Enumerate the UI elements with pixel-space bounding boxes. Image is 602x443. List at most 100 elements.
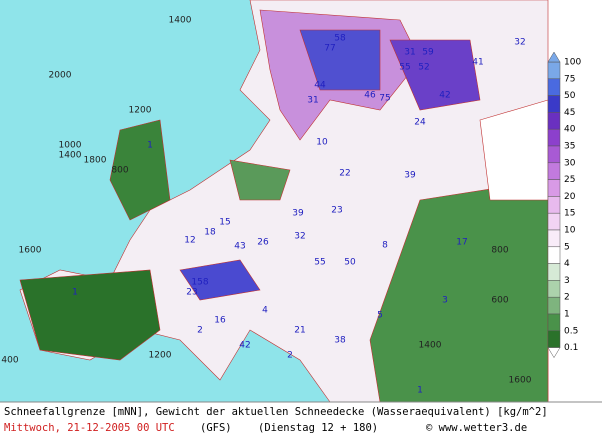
- colorbar-label: 2: [564, 293, 570, 303]
- map-label: 42: [239, 341, 250, 351]
- map-label: 77: [324, 44, 335, 54]
- colorbar-label: 30: [564, 158, 576, 168]
- map-label: 52: [418, 63, 429, 73]
- map-label: 39: [404, 171, 416, 181]
- map-label: 4: [262, 306, 268, 316]
- colorbar-arrow-top: [547, 51, 561, 63]
- colorbar-swatch: [547, 229, 561, 248]
- map-label: 44: [314, 81, 326, 91]
- map-label: 24: [414, 118, 426, 128]
- map-label: 1600: [509, 376, 532, 386]
- map-label: 75: [379, 94, 390, 104]
- map-label: 2: [287, 351, 293, 361]
- map-label: 46: [364, 91, 376, 101]
- map-label: 38: [334, 336, 346, 346]
- colorbar-arrow-bottom: [547, 347, 561, 359]
- colorbar-label: 45: [564, 108, 575, 118]
- colorbar-label: 25: [564, 175, 575, 185]
- footer-credit: © www.wetter3.de: [426, 422, 527, 434]
- map-label: 1: [417, 386, 423, 396]
- map-label: 41: [472, 58, 483, 68]
- map-label: 39: [292, 209, 304, 219]
- colorbar-swatch: [547, 246, 561, 264]
- map-label: 1800: [84, 156, 107, 166]
- colorbar-label: 0.5: [564, 326, 578, 336]
- map-label: 10: [316, 138, 328, 148]
- footer-run: (Dienstag 12 + 180): [258, 422, 378, 434]
- map-label: 1200: [129, 106, 152, 116]
- map-label: 12: [184, 236, 195, 246]
- colorbar-swatch: [547, 313, 561, 332]
- map-label: 1000: [59, 141, 82, 151]
- map-label: 15: [219, 218, 230, 228]
- colorbar-swatch: [547, 78, 561, 96]
- map-label: 32: [514, 38, 525, 48]
- map-label: 23: [331, 206, 342, 216]
- colorbar-label: 20: [564, 192, 576, 202]
- colorbar-swatch: [547, 196, 561, 214]
- colorbar: 100 75 50 45 40 35 30 25 20 15 10 5 4 3 2 1 0.5 0.1: [547, 51, 581, 359]
- map-label: 1400: [419, 341, 442, 351]
- footer-model: (GFS): [200, 422, 232, 434]
- map-label: 1: [72, 288, 78, 298]
- colorbar-swatch: [547, 263, 561, 281]
- map-label: 400: [1, 356, 18, 366]
- map-label: 23: [186, 288, 197, 298]
- map-label: 600: [491, 296, 508, 306]
- footer-date: Mittwoch, 21-12-2005 00 UTC: [4, 422, 175, 434]
- map-label: 1200: [149, 351, 172, 361]
- colorbar-swatch: [547, 330, 561, 348]
- colorbar-label: 50: [564, 91, 576, 101]
- map-label: 55: [314, 258, 325, 268]
- land: [19, 0, 549, 403]
- colorbar-swatch: [547, 128, 561, 147]
- map-label: 42: [439, 91, 450, 101]
- colorbar-label: 3: [564, 276, 570, 286]
- map-label: 58: [334, 34, 346, 44]
- map-label: 158: [191, 278, 208, 288]
- colorbar-swatch: [547, 296, 561, 315]
- colorbar-swatch: [547, 61, 561, 80]
- map-label: 59: [422, 48, 434, 58]
- colorbar-swatch: [547, 280, 561, 298]
- colorbar-swatch: [547, 212, 561, 231]
- footer-title: Schneefallgrenze [mNN], Gewicht der aktu…: [4, 406, 548, 418]
- map-label: 55: [399, 63, 410, 73]
- map-label: 32: [294, 232, 305, 242]
- map-label: 800: [111, 166, 128, 176]
- colorbar-label: 1: [564, 310, 570, 320]
- colorbar-swatch: [547, 95, 561, 113]
- map-label: 31: [404, 48, 415, 58]
- map-label: 26: [257, 238, 269, 248]
- map-label: 22: [339, 169, 350, 179]
- map-label: 18: [204, 228, 216, 238]
- map-label: 2: [197, 326, 203, 336]
- colorbar-swatch: [547, 179, 561, 197]
- colorbar-label: 75: [564, 74, 575, 84]
- map-label: 43: [234, 242, 245, 252]
- colorbar-label: 35: [564, 142, 575, 152]
- map-label: 800: [491, 246, 508, 256]
- map-label: 1400: [169, 16, 192, 26]
- colorbar-swatch: [547, 112, 561, 130]
- map-label: 1400: [59, 151, 82, 161]
- colorbar-swatch: [547, 162, 561, 180]
- map-label: 1600: [19, 246, 42, 256]
- colorbar-label: 5: [564, 242, 570, 252]
- map-label: 3: [442, 296, 448, 306]
- map-label: 21: [294, 326, 305, 336]
- map-label: 5: [377, 311, 383, 321]
- map-label: 8: [382, 241, 388, 251]
- colorbar-label: 100: [564, 58, 581, 68]
- colorbar-label: 4: [564, 259, 570, 269]
- colorbar-label: 10: [564, 226, 576, 236]
- map-label: 2000: [49, 71, 72, 81]
- map-label: 31: [307, 96, 318, 106]
- colorbar-label: 40: [564, 125, 576, 135]
- map-label: 17: [456, 238, 467, 248]
- map-label: 50: [344, 258, 356, 268]
- map-label: 1: [147, 141, 153, 151]
- colorbar-label: 15: [564, 209, 575, 219]
